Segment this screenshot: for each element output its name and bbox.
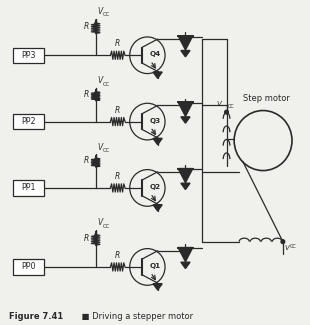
FancyBboxPatch shape [13,259,44,275]
Text: R: R [84,90,89,99]
Polygon shape [153,205,162,211]
Text: PP0: PP0 [21,262,36,271]
Text: $V$: $V$ [97,74,105,85]
Polygon shape [181,183,190,189]
Text: $V$: $V$ [216,99,224,108]
Polygon shape [181,50,190,57]
Text: CC: CC [103,12,110,17]
Polygon shape [153,72,162,78]
FancyBboxPatch shape [13,48,44,63]
Text: PP3: PP3 [21,51,36,60]
Circle shape [281,240,285,243]
Text: Q1: Q1 [150,263,161,269]
Polygon shape [178,102,193,116]
Text: R: R [84,22,89,31]
Circle shape [225,110,228,114]
FancyBboxPatch shape [13,180,44,196]
Text: CC: CC [103,148,110,153]
Text: Q3: Q3 [150,118,161,124]
Polygon shape [181,262,190,268]
Text: CC: CC [103,224,110,229]
Polygon shape [153,138,162,145]
Polygon shape [178,36,193,50]
Text: PP2: PP2 [21,117,36,126]
Text: CC: CC [228,104,235,109]
FancyBboxPatch shape [13,114,44,129]
Text: R: R [115,39,120,48]
Polygon shape [153,284,162,290]
Text: $V$: $V$ [284,243,292,252]
Text: R: R [84,234,89,243]
Text: R: R [84,156,89,165]
Text: Q2: Q2 [150,184,161,190]
Text: ■ Driving a stepper motor: ■ Driving a stepper motor [79,312,193,321]
Text: $V$: $V$ [97,141,105,151]
Text: $V$: $V$ [97,216,105,228]
Text: PP1: PP1 [21,183,36,192]
Polygon shape [178,169,193,183]
Text: R: R [115,172,120,181]
Text: R: R [115,251,120,260]
Polygon shape [178,248,193,262]
Text: CC: CC [103,82,110,86]
Text: $V$: $V$ [97,5,105,16]
Text: CC: CC [290,244,296,249]
Text: Figure 7.41: Figure 7.41 [9,312,63,321]
Text: Step motor: Step motor [243,94,290,103]
Polygon shape [181,117,190,123]
Text: R: R [115,106,120,115]
Text: Q4: Q4 [150,51,161,57]
